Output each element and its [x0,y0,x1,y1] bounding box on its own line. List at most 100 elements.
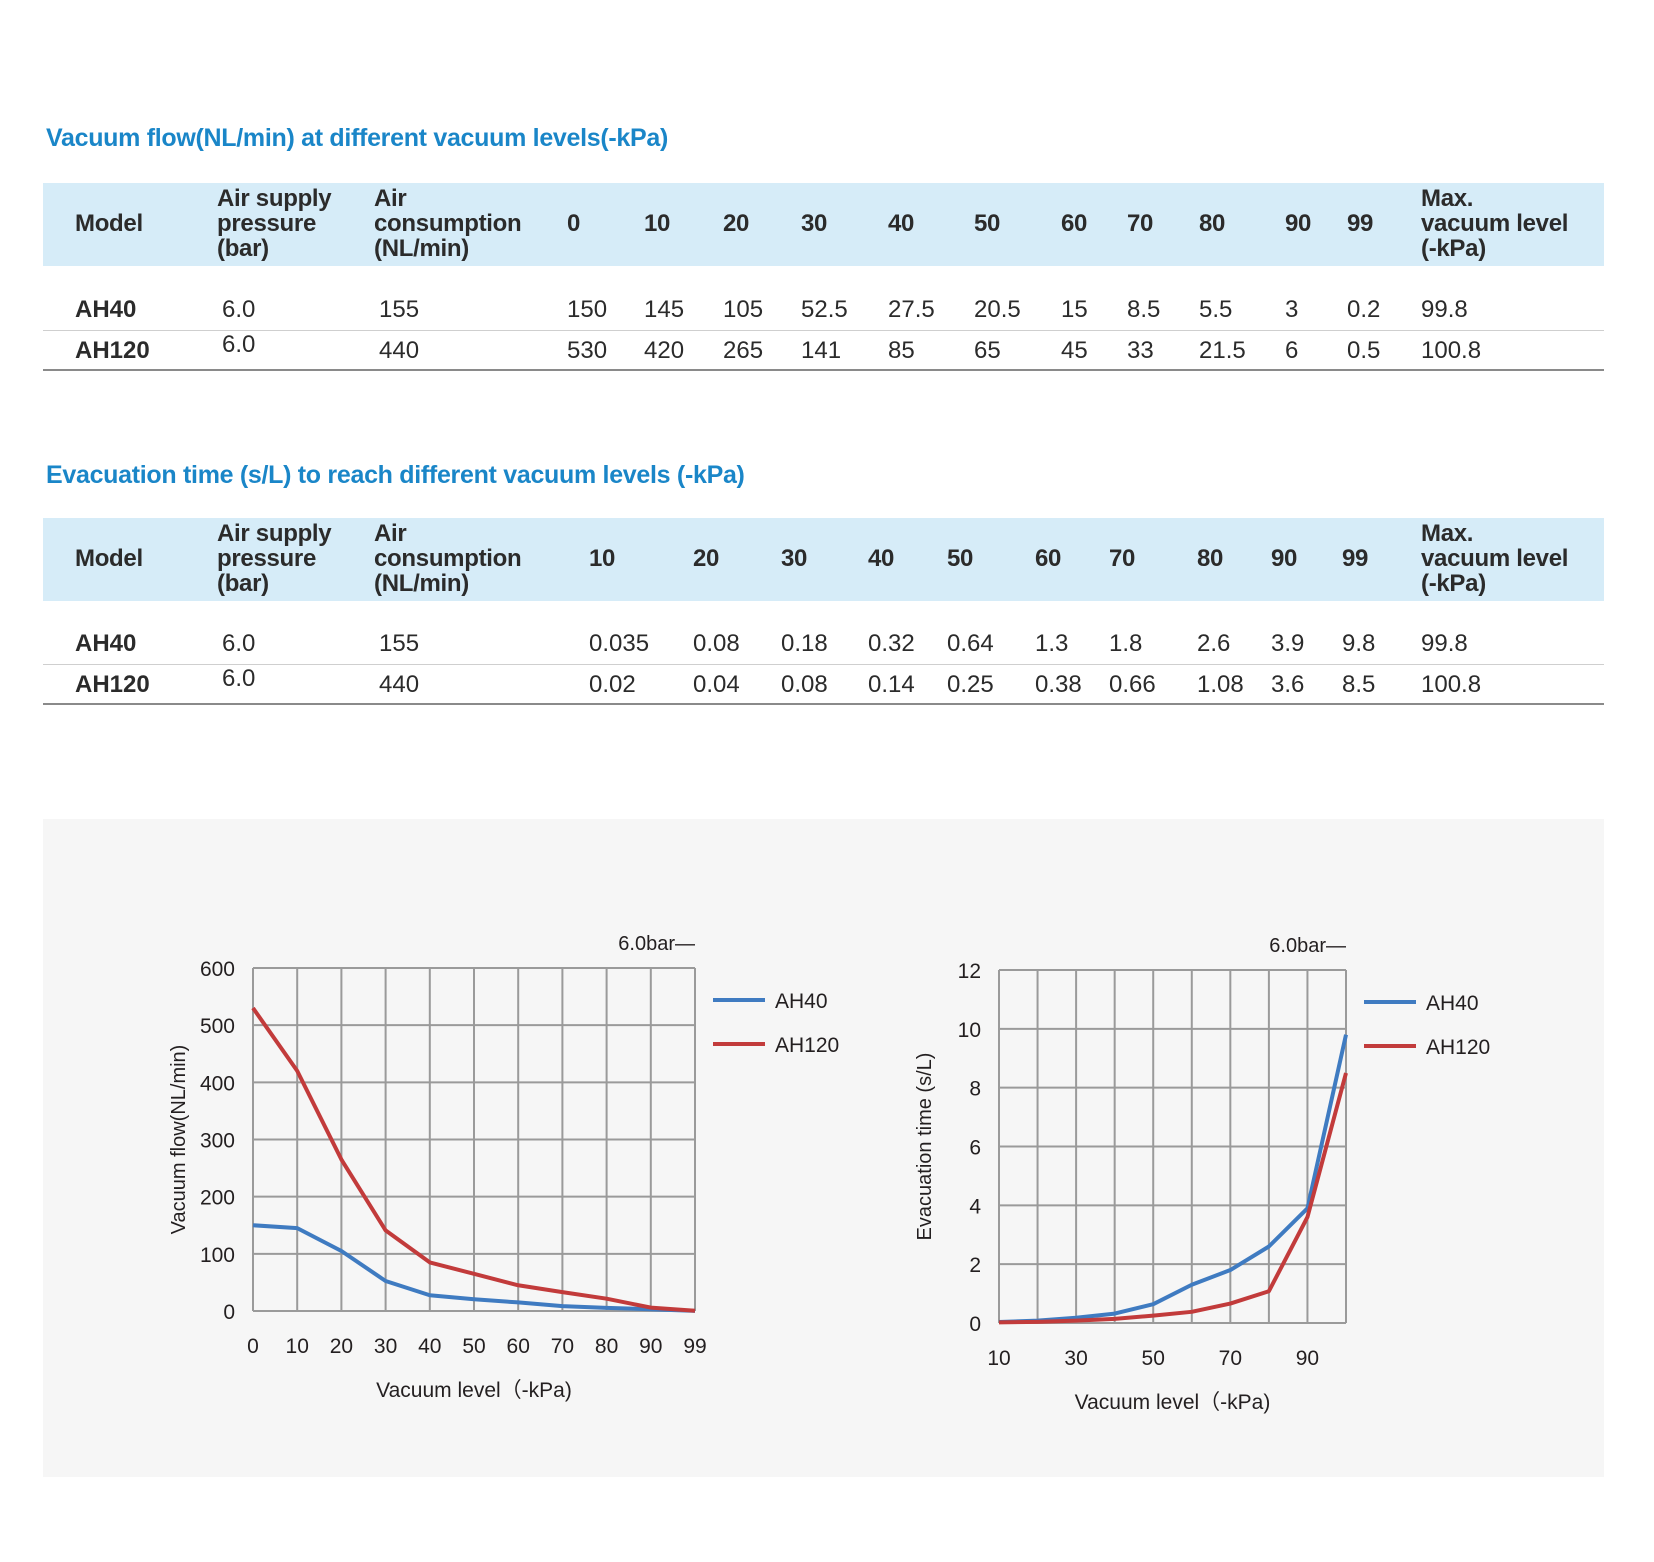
y-tick-label: 10 [958,1019,981,1042]
column-header: 30 [781,545,808,572]
legend-label: AH40 [1426,992,1479,1015]
column-header: Model [75,210,143,237]
table-cell: 1.08 [1197,671,1244,698]
table-cell: 0.04 [693,671,740,698]
table-cell: 105 [723,296,764,323]
y-tick-label: 8 [969,1078,981,1101]
charts-panel [43,819,1604,1477]
series-line-ah40 [998,1034,1348,1324]
table-cell: 0.08 [781,671,828,698]
table-cell: 1.8 [1109,630,1143,657]
table-cell: 8.5 [1342,671,1376,698]
table-cell: 6.0 [222,296,256,323]
model-cell: AH120 [75,671,150,698]
table-cell: 0.02 [589,671,636,698]
column-header: 50 [974,210,1001,237]
table-cell: 0.25 [947,671,994,698]
table1-bottom-rule [43,369,1604,371]
column-header: 20 [693,545,720,572]
x-tick-label: 50 [1142,1347,1165,1370]
y-tick-label: 300 [200,1130,235,1153]
y-tick-label: 12 [958,960,981,983]
table-cell: 0.38 [1035,671,1082,698]
table-cell: 52.5 [801,296,848,323]
table-cell: 155 [379,630,420,657]
table-cell: 420 [644,337,685,364]
table-cell: 3.9 [1271,630,1305,657]
y-tick-label: 500 [200,1015,235,1038]
legend-label: AH120 [775,1034,839,1057]
table-cell: 27.5 [888,296,935,323]
x-tick-label: 80 [595,1335,618,1358]
x-tick-label: 10 [286,1335,309,1358]
table-cell: 33 [1127,337,1154,364]
column-header: 99 [1342,545,1369,572]
table-cell: 6.0 [222,665,256,692]
table-cell: 6.0 [222,630,256,657]
x-tick-label: 20 [330,1335,353,1358]
table-cell: 100.8 [1421,337,1482,364]
y-tick-label: 6 [969,1137,981,1160]
column-header: 30 [801,210,828,237]
x-axis-label: Vacuum level（-kPa) [376,1379,572,1402]
y-tick-label: 0 [969,1313,981,1336]
x-tick-label: 0 [247,1335,259,1358]
legend-label: AH40 [775,990,828,1013]
legend-label: AH120 [1426,1036,1490,1059]
column-header: 10 [644,210,671,237]
column-header: 70 [1109,545,1136,572]
y-tick-label: 600 [200,958,235,981]
table-cell: 0.5 [1347,337,1381,364]
table1-header-band [43,183,1604,266]
chart-annotation: 6.0bar— [618,933,695,955]
table-cell: 45 [1061,337,1088,364]
table-cell: 0.32 [868,630,915,657]
table-cell: 3.6 [1271,671,1305,698]
x-tick-label: 10 [987,1347,1010,1370]
column-header: 40 [868,545,895,572]
table-cell: 530 [567,337,608,364]
column-header: Max. vacuum level (-kPa) [1421,185,1569,262]
table-cell: 15 [1061,296,1088,323]
table2-bottom-rule [43,703,1604,705]
table-cell: 8.5 [1127,296,1161,323]
table-cell: 100.8 [1421,671,1482,698]
table-cell: 9.8 [1342,630,1376,657]
column-header: 80 [1199,210,1226,237]
table-cell: 85 [888,337,915,364]
column-header: 90 [1271,545,1298,572]
y-axis-label: Vacuum flow(NL/min) [168,1045,190,1235]
chart-annotation: 6.0bar— [1269,935,1346,957]
table2-title: Evacuation time (s/L) to reach different… [46,461,745,489]
y-tick-label: 0 [223,1301,235,1324]
table-cell: 0.64 [947,630,994,657]
table-cell: 440 [379,671,420,698]
table-cell: 141 [801,337,842,364]
table-cell: 0.08 [693,630,740,657]
x-tick-label: 40 [418,1335,441,1358]
column-header: 50 [947,545,974,572]
x-tick-label: 70 [551,1335,574,1358]
table-cell: 0.035 [589,630,650,657]
model-cell: AH40 [75,630,137,657]
column-header: Air supply pressure (bar) [217,185,332,262]
table-cell: 5.5 [1199,296,1233,323]
table-cell: 0.14 [868,671,915,698]
x-tick-label: 99 [683,1335,706,1358]
column-header: Max. vacuum level (-kPa) [1421,520,1569,597]
table-cell: 440 [379,337,420,364]
model-cell: AH40 [75,296,137,323]
y-tick-label: 200 [200,1187,235,1210]
column-header: 20 [723,210,750,237]
x-tick-label: 90 [1296,1347,1319,1370]
column-header: 40 [888,210,915,237]
column-header: 10 [589,545,616,572]
x-tick-label: 50 [462,1335,485,1358]
column-header: Model [75,545,143,572]
table-cell: 145 [644,296,685,323]
x-tick-label: 70 [1219,1347,1242,1370]
table-cell: 21.5 [1199,337,1246,364]
column-header: 99 [1347,210,1374,237]
table-cell: 6.0 [222,331,256,358]
table-cell: 0.66 [1109,671,1156,698]
